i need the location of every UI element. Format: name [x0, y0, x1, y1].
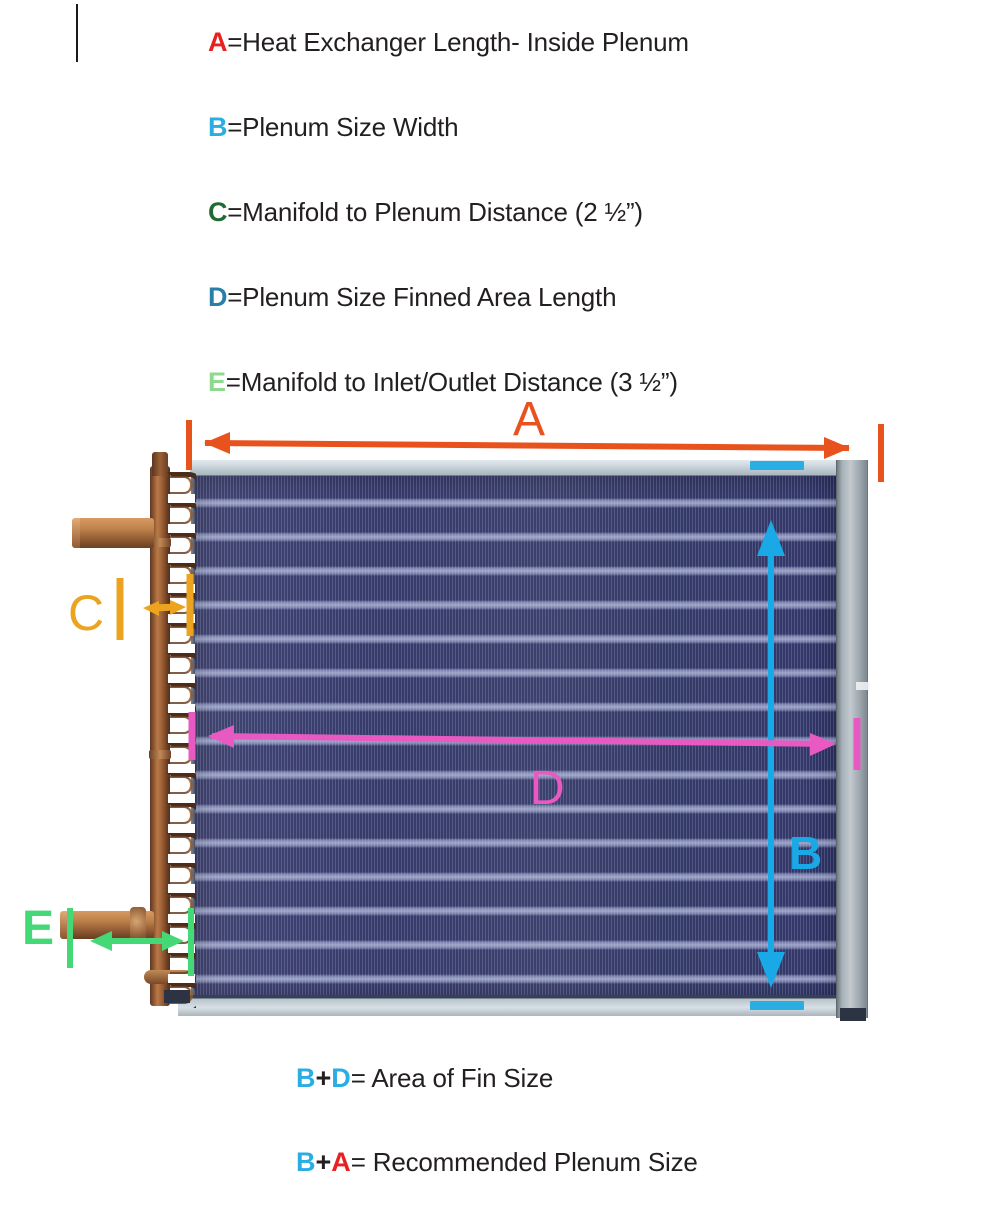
legend-text-d: =Plenum Size Finned Area Length [227, 282, 617, 312]
dimension-label-e: E [22, 902, 55, 955]
heat-exchanger-photo [60, 452, 890, 1021]
return-bend-bank [166, 468, 196, 1008]
manifold-band-mid [149, 750, 171, 759]
formula-plenum-size: B + A = Recommended Plenum Size [296, 1120, 956, 1204]
legend-text-a: =Heat Exchanger Length- Inside Plenum [227, 27, 689, 57]
legend-key-c: C [208, 197, 228, 227]
fin-pack-sheen [194, 474, 840, 1001]
legend-key-d: D [208, 282, 228, 312]
dimension-a-arrowhead-left [204, 432, 230, 454]
formula-1-key-d: D [331, 1062, 351, 1093]
legend-text-c: =Manifold to Plenum Distance (2 ½”) [227, 197, 643, 227]
fin-pack [194, 474, 840, 1001]
formula-fin-size: B + D = Area of Fin Size [296, 1036, 956, 1120]
plenum-width-mark-top [750, 461, 804, 470]
coil-foot-left [164, 990, 190, 1003]
coil-end-plate [836, 460, 868, 1018]
formula-2-key-b: B [296, 1146, 316, 1177]
legend-key-a: A [208, 27, 228, 57]
end-plate-nick [856, 682, 870, 690]
legend-item-a: A =Heat Exchanger Length- Inside Plenum [208, 0, 908, 85]
coil-bottom-shadow [184, 995, 844, 1000]
legend-key-b: B [208, 112, 228, 142]
legend-text-b: =Plenum Size Width [227, 112, 459, 142]
inlet-stub [74, 518, 154, 548]
outlet-stub-cap [60, 911, 68, 939]
formula-1-plus: + [315, 1062, 332, 1093]
legend-item-e: E =Manifold to Inlet/Outlet Distance (3 … [208, 340, 908, 425]
formula-2-key-a: A [331, 1146, 351, 1177]
text-caret-artifact [76, 4, 78, 62]
coil-top-rail [190, 460, 845, 476]
coil-bottom-rail [178, 998, 846, 1016]
plenum-width-mark-bottom [750, 1001, 804, 1010]
dimension-label-b: B [789, 827, 823, 879]
manifold-band-upper [149, 538, 171, 547]
legend-item-b: B =Plenum Size Width [208, 85, 908, 170]
dimension-label-a: A [513, 393, 546, 446]
legend-item-d: D =Plenum Size Finned Area Length [208, 255, 908, 340]
legend-list: A =Heat Exchanger Length- Inside Plenum … [208, 0, 908, 425]
dimension-label-d: D [530, 762, 565, 815]
outlet-stub-joint [130, 907, 146, 943]
coil-foot-right [840, 1008, 866, 1021]
legend-item-c: C =Manifold to Plenum Distance (2 ½”) [208, 170, 908, 255]
inlet-stub-cap [72, 518, 80, 548]
legend-key-e: E [208, 367, 226, 397]
formula-1-text: = Area of Fin Size [350, 1062, 554, 1093]
dimension-label-c: C [68, 585, 105, 641]
legend-text-e: =Manifold to Inlet/Outlet Distance (3 ½”… [225, 367, 678, 397]
formula-list: B + D = Area of Fin Size B + A = Recomme… [296, 1036, 956, 1204]
formula-2-plus: + [315, 1146, 332, 1177]
formula-1-key-b: B [296, 1062, 316, 1093]
formula-2-text: = Recommended Plenum Size [350, 1146, 698, 1177]
manifold-top-stub [152, 452, 168, 476]
